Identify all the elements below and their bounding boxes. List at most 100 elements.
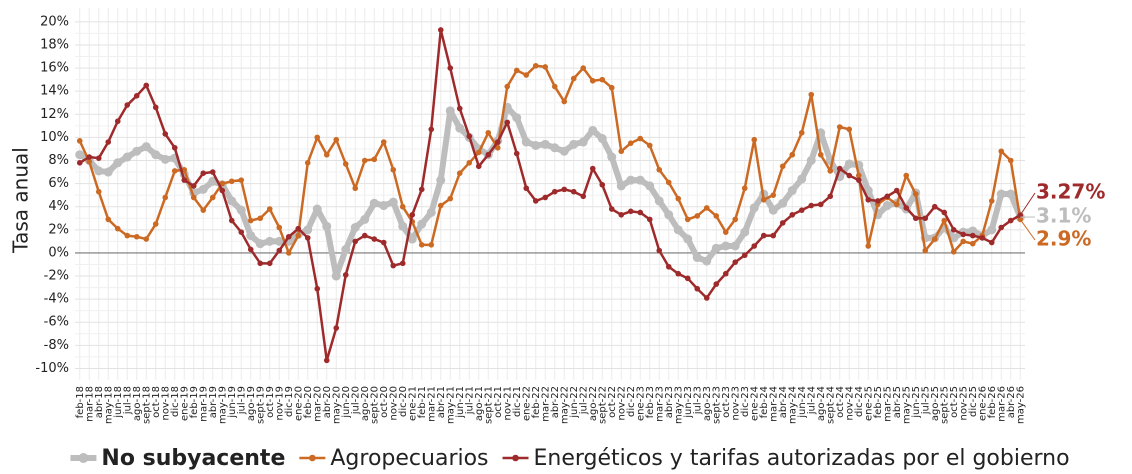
point [779,163,786,170]
point [333,325,340,331]
point [646,216,653,223]
point [635,175,645,185]
x-tick-label: abr-22 [550,386,561,418]
point [665,179,672,186]
x-tick-label: may-22 [559,386,570,424]
x-tick-label: jul-25 [920,386,931,415]
point [447,195,454,202]
point [513,67,520,74]
point [931,236,938,242]
y-tick-label: -8% [44,338,69,353]
x-tick-label: dic-18 [170,386,181,417]
point [998,224,1005,231]
x-tick-label: mar-25 [882,386,893,422]
point [922,247,929,254]
point [371,156,378,163]
point [409,211,416,218]
point [323,357,330,364]
x-tick-label: jul-19 [236,386,247,415]
point [417,219,427,229]
y-tick-label: 2% [48,222,69,237]
x-tick-label: oct-20 [379,386,390,418]
point [1007,217,1014,224]
point [466,133,473,140]
point [304,160,311,166]
x-tick-label: nov-24 [844,386,855,420]
point [190,194,197,201]
legend-label: Agropecuarios [330,446,488,471]
point [236,205,246,215]
point [523,72,530,78]
point [475,149,482,156]
point [352,238,359,245]
point [445,106,455,116]
x-tick-label: mar-18 [84,386,95,422]
x-tick-label: mar-20 [312,386,323,422]
x-tick-label: ene-24 [749,386,760,421]
x-tick-label: sept-23 [711,386,722,424]
x-tick-label: sept-25 [939,386,950,424]
x-tick-label: mar-23 [654,386,665,422]
x-tick-label: dic-19 [284,386,295,417]
point [331,271,341,281]
x-tick-label: jun-24 [797,386,808,419]
point [171,144,178,151]
x-tick-label: dic-22 [626,386,637,417]
point [95,155,102,161]
point [342,161,349,167]
point [399,203,406,210]
point [884,193,891,200]
point [114,225,121,232]
x-tick-label: may-20 [331,386,342,424]
y-tick-label: 20% [40,14,69,29]
point [360,214,370,224]
point [124,232,131,239]
point [379,201,389,211]
point [513,150,520,157]
point [94,166,104,176]
point [209,169,216,175]
point [200,170,207,177]
x-tick-label: jul-24 [806,386,817,415]
point [114,118,121,125]
x-tick-label: sept-22 [597,386,608,424]
x-tick-label: sept-24 [825,386,836,424]
x-tick-label: sept-18 [141,386,152,424]
point [361,232,368,239]
point [559,146,569,156]
x-tick-label: ago-25 [930,386,941,421]
point [418,242,425,248]
point [551,188,558,195]
point [684,216,691,223]
x-tick-label: nov-22 [616,386,627,420]
legend: No subyacente Agropecuarios Energéticos y … [70,446,1070,471]
point [342,272,349,278]
point [285,250,292,256]
point [798,129,805,136]
point [399,260,406,267]
point [931,203,938,210]
point [86,158,93,165]
point [855,172,862,179]
point [485,151,492,158]
point [749,203,759,213]
x-tick-label: may-21 [445,386,456,424]
x-tick-label: feb-25 [873,386,884,418]
point [608,206,615,212]
x-tick-label: may-23 [673,386,684,424]
y-tick-label: 6% [48,176,69,191]
point [692,253,702,263]
point [455,123,465,133]
point [418,186,425,193]
point [827,193,834,200]
point [675,195,682,202]
x-tick-label: oct-22 [607,386,618,418]
point [504,119,511,126]
point [968,226,978,236]
x-tick-label: dic-20 [398,386,409,417]
point [570,75,577,82]
x-tick-label: abr-23 [664,386,675,418]
point [228,217,235,224]
point [730,241,740,251]
point [694,285,701,292]
